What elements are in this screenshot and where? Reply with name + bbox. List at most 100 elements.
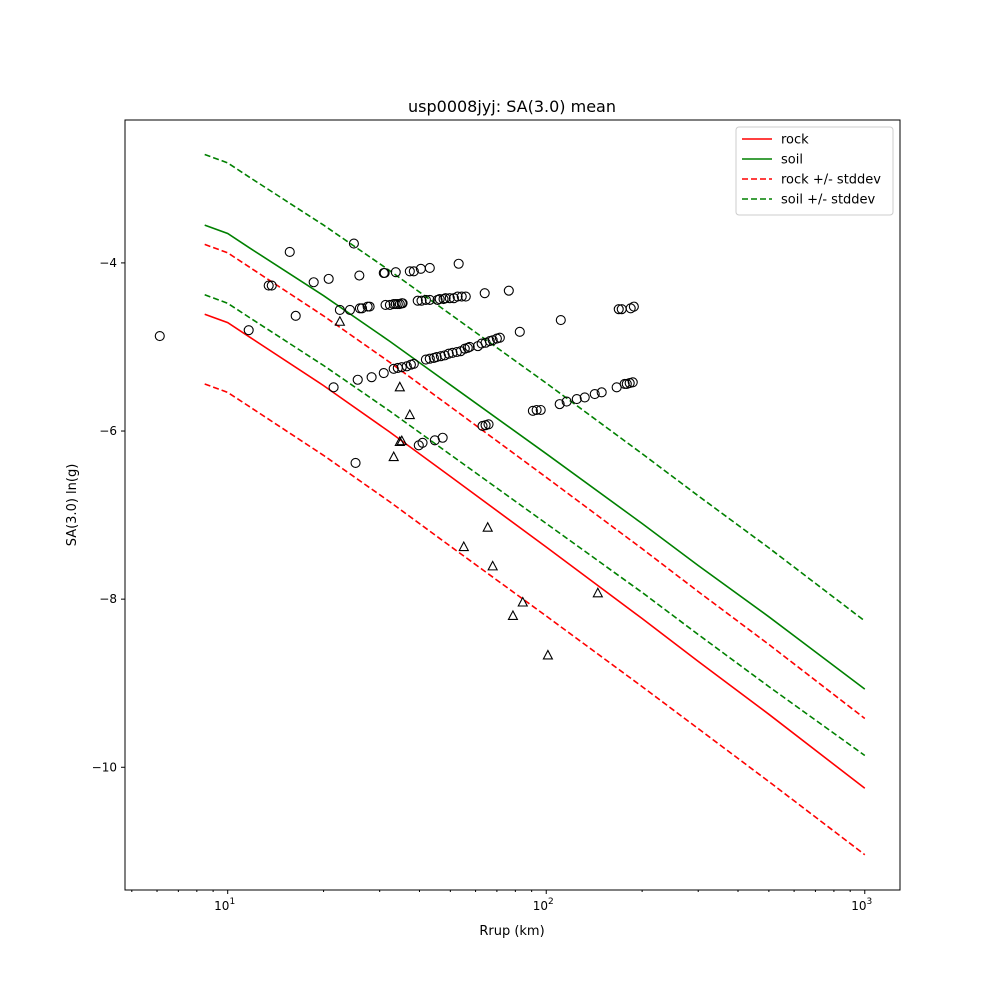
- series-line-rock: [204, 313, 866, 789]
- x-axis-label: Rrup (km): [479, 924, 544, 939]
- data-point-circle: [453, 258, 464, 269]
- data-point-circle: [243, 325, 254, 336]
- data-point-circle: [334, 304, 345, 316]
- data-point-circle: [263, 280, 274, 291]
- data-point-circle: [494, 332, 505, 343]
- data-point-circle: [397, 298, 408, 309]
- y-tick-label: −10: [92, 760, 117, 774]
- axes: 101 102 103−4−6−8−10: [92, 256, 873, 913]
- series-line-soil-stddev: [204, 153, 866, 622]
- data-point-circle: [424, 353, 435, 364]
- data-point-circle: [380, 299, 391, 310]
- data-point-circle: [344, 304, 356, 316]
- data-point-circle: [440, 293, 451, 304]
- data-point-circle: [412, 295, 423, 306]
- data-point-triangle: [404, 408, 416, 420]
- data-point-circle: [431, 352, 442, 363]
- data-point-circle: [408, 266, 419, 277]
- data-point-circle: [479, 288, 490, 299]
- data-point-circle: [408, 358, 419, 369]
- data-point-circle: [420, 354, 431, 365]
- data-point-triangle: [458, 540, 470, 552]
- data-point-circle: [443, 348, 454, 359]
- y-tick-label: −6: [99, 424, 117, 438]
- data-point-circle: [554, 399, 565, 410]
- legend-label: soil: [781, 153, 803, 168]
- data-point-triangle: [507, 609, 519, 621]
- data-point-circle: [480, 337, 491, 348]
- data-point-circle: [561, 396, 572, 407]
- data-point-circle: [435, 351, 446, 362]
- data-point-circle: [378, 367, 389, 379]
- data-point-circle: [444, 293, 455, 304]
- data-point-circle: [266, 280, 277, 291]
- data-point-triangle: [517, 596, 529, 607]
- data-point-circle: [627, 377, 638, 388]
- data-point-circle: [527, 405, 538, 416]
- data-point-triangle: [592, 587, 604, 598]
- data-point-circle: [535, 404, 546, 416]
- data-point-circle: [483, 419, 494, 430]
- data-point-circle: [628, 301, 639, 312]
- data-point-circle: [348, 238, 359, 249]
- data-point-circle: [284, 246, 295, 258]
- data-point-circle: [308, 277, 319, 288]
- data-point-circle: [456, 291, 467, 302]
- legend-label: rock +/- stddev: [781, 173, 881, 188]
- y-tick-label: −4: [99, 256, 117, 270]
- data-point-circle: [290, 310, 301, 321]
- data-point-circle: [366, 372, 377, 383]
- data-point-circle: [323, 273, 334, 284]
- data-point-circle: [464, 341, 475, 353]
- data-point-triangle: [542, 649, 554, 660]
- data-point-circle: [388, 363, 399, 374]
- legend-label: rock: [781, 133, 809, 148]
- data-point-circle: [417, 437, 428, 448]
- data-point-triangle: [482, 521, 494, 532]
- data-point-triangle: [396, 434, 408, 446]
- data-point-circle: [404, 266, 415, 277]
- data-point-circle: [555, 315, 566, 326]
- series-line-soil: [204, 224, 866, 690]
- data-point-circle: [379, 267, 390, 279]
- data-point-circle: [579, 392, 590, 403]
- data-point-circle: [571, 394, 582, 405]
- data-point-triangle: [394, 381, 406, 392]
- data-point-circle: [352, 374, 363, 385]
- data-point-triangle: [334, 315, 346, 326]
- data-point-circle: [384, 299, 395, 310]
- data-point-circle: [424, 262, 435, 273]
- data-point-circle: [460, 291, 471, 302]
- data-point-circle: [154, 330, 165, 342]
- data-point-triangle: [394, 435, 406, 447]
- data-point-circle: [613, 304, 624, 315]
- data-point-circle: [424, 294, 435, 305]
- data-point-circle: [434, 294, 445, 305]
- legend: rock soil rock +/- stddev soil +/- stddev: [735, 126, 894, 216]
- data-point-circle: [429, 435, 440, 446]
- series-line-soil-stddev: [204, 294, 866, 757]
- data-point-circle: [514, 326, 525, 337]
- data-point-circle: [531, 404, 542, 416]
- data-point-circle: [503, 285, 514, 296]
- data-point-circle: [437, 432, 448, 443]
- scatter-markers: [154, 238, 639, 660]
- legend-label: soil +/- stddev: [781, 193, 876, 208]
- chart-title: usp0008jyj: SA(3.0) mean: [408, 97, 616, 116]
- data-point-circle: [420, 294, 431, 305]
- y-tick-label: −8: [99, 592, 117, 606]
- data-point-circle: [589, 388, 600, 400]
- series-line-rock-stddev: [204, 383, 866, 856]
- data-point-circle: [356, 303, 368, 314]
- data-point-circle: [328, 382, 339, 393]
- data-point-circle: [350, 457, 361, 469]
- data-point-circle: [447, 347, 458, 358]
- data-point-circle: [354, 270, 365, 281]
- data-point-circle: [364, 301, 375, 312]
- x-tick-label-exponent: 1: [229, 897, 235, 907]
- data-point-circle: [390, 267, 401, 278]
- data-point-circle: [452, 291, 463, 302]
- data-point-circle: [396, 362, 407, 373]
- plot-frame: [124, 119, 901, 891]
- y-axis-label: SA(3.0) ln(g): [65, 464, 80, 547]
